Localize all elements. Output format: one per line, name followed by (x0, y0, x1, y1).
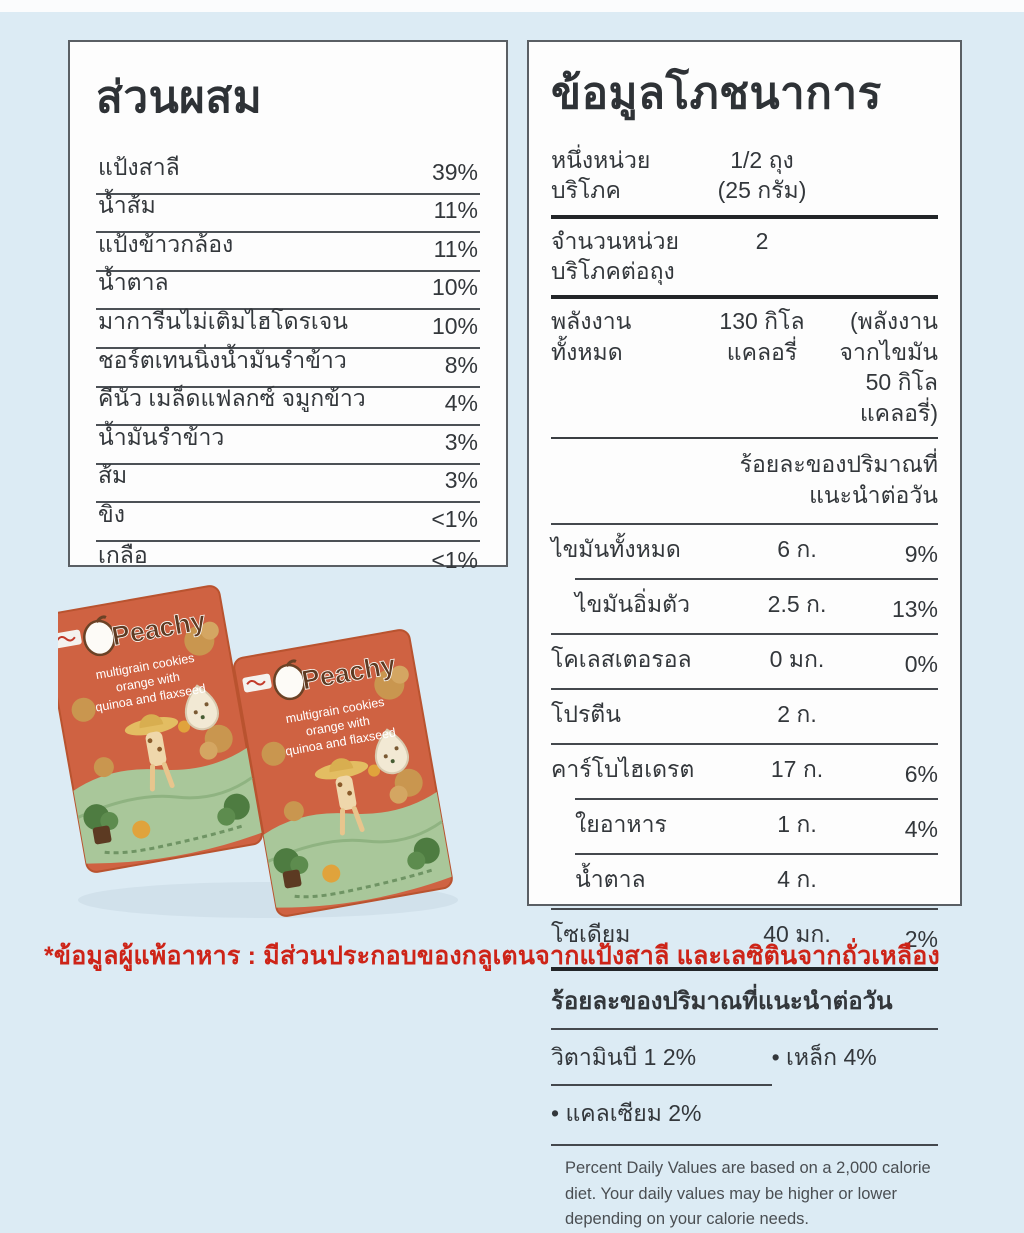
ingredient-row: ส้ม 3% (96, 462, 480, 504)
nutrient-row-sugar: น้ำตาล 4 ก. (551, 852, 938, 908)
nutrient-row-cholesterol: โคเลสเตอรอล 0 มก. 0% (551, 632, 938, 688)
ingredient-name: ขิง (98, 500, 125, 527)
servings-per-bag-label: จำนวนหน่วย บริโภคต่อถุง (551, 227, 680, 285)
ingredient-row: ขิง <1% (96, 501, 480, 542)
nutrient-row-sodium: โซเดียม 40 มก. 2% (551, 907, 938, 971)
ingredient-value: <1% (431, 505, 478, 532)
dv-calcium: • แคลเซียม 2% (551, 1099, 702, 1126)
ingredient-row: เกลือ <1% (96, 542, 480, 581)
dv-vitamin-b1: วิตามินบี 1 2% (551, 1043, 697, 1070)
dv-iron: • เหล็ก 4% (771, 1043, 877, 1070)
nutrient-row-protein: โปรตีน 2 ก. (551, 687, 938, 743)
nutrient-row-total-fat: ไขมันทั้งหมด 6 ก. 9% (551, 522, 938, 578)
ingredients-table: แป้งสาลี 39% น้ำส้ม 11% แป้งข้าวกล้อง 11… (96, 154, 480, 581)
ingredient-value: 4% (444, 390, 478, 417)
ingredient-name: น้ำส้ม (98, 192, 156, 219)
ingredient-value: <1% (431, 546, 478, 573)
energy-row: พลังงาน ทั้งหมด 130 กิโล แคลอรี่ (พลังงา… (551, 299, 939, 439)
ingredients-title: ส่วนผสม (96, 73, 263, 122)
ingredient-row: น้ำส้ม 11% (96, 192, 480, 234)
top-white-strip (0, 0, 1024, 12)
energy-value: 130 กิโล แคลอรี่ (719, 308, 805, 365)
ingredient-name: น้ำมันรำข้าว (98, 423, 225, 450)
ingredient-name: คีนัว เมล็ดแฟลกซ์ จมูกข้าว (98, 385, 366, 412)
ingredient-name: น้ำตาล (98, 269, 169, 296)
nutrition-title: ข้อมูลโภชนาการ (551, 69, 882, 118)
ingredient-value: 11% (433, 197, 478, 224)
ingredient-row: มาการีนไม่เติมไฮโดรเจน 10% (96, 308, 480, 349)
ingredient-name: ชอร์ตเทนนิ่งน้ำมันรำข้าว (98, 346, 347, 373)
daily-value-note: ร้อยละของปริมาณที่ แนะนำต่อวัน (739, 450, 938, 508)
ingredient-value: 10% (431, 274, 478, 301)
nutrient-row-carbohydrate: คาร์โบไฮเดรต 17 ก. 6% (551, 742, 938, 798)
energy-label: พลังงาน ทั้งหมด (551, 308, 632, 365)
ingredient-value: 39% (431, 158, 478, 185)
nutrient-row-saturated-fat: ไขมันอิ่มตัว 2.5 ก. 13% (551, 577, 938, 633)
dv-row-vitamin-iron: วิตามินบี 1 2% • เหล็ก 4% (551, 1030, 938, 1084)
serving-size-label: หนึ่งหน่วย บริโภค (551, 147, 651, 204)
ingredient-row: น้ำตาล 10% (96, 269, 480, 311)
ingredient-value: 3% (444, 428, 478, 455)
ingredient-value: 10% (431, 312, 478, 339)
nutrients-table: ไขมันทั้งหมด 6 ก. 9% ไขมันอิ่มตัว 2.5 ก.… (551, 522, 938, 971)
dv-section-header: ร้อยละของปริมาณที่แนะนำต่อวัน (551, 971, 938, 1030)
ingredients-panel: ส่วนผสม แป้งสาลี 39% น้ำส้ม 11% แป้งข้าว… (68, 40, 508, 573)
ingredient-name: แป้งข้าวกล้อง (98, 230, 234, 257)
daily-values-footnote: Percent Daily Values are based on a 2,00… (551, 1143, 938, 1233)
snack-packet-front: Peachy multigrain cookies orange with qu… (233, 629, 454, 918)
nutrition-panel: ข้อมูลโภชนาการ หนึ่งหน่วย บริโภค 1/2 ถุง… (527, 40, 962, 1228)
nutrient-row-fiber: ใยอาหาร 1 ก. 4% (551, 797, 938, 853)
energy-from-fat-note: (พลังงานจากไขมัน 50 กิโลแคลอรี่) (839, 308, 939, 426)
serving-size-row: หนึ่งหน่วย บริโภค 1/2 ถุง (25 กรัม) (551, 138, 938, 219)
ingredient-value: 3% (444, 467, 478, 494)
ingredient-row: แป้งสาลี 39% (96, 154, 480, 195)
allergen-note: *ข้อมูลผู้แพ้อาหาร : มีส่วนประกอบของกลูเ… (44, 942, 940, 970)
product-packets-illustration: Peachy multigrain cookies orange with qu… (58, 578, 458, 926)
ingredient-row: น้ำมันรำข้าว 3% (96, 424, 480, 465)
ingredient-name: มาการีนไม่เติมไฮโดรเจน (98, 307, 348, 334)
snack-packet-back: Peachy multigrain cookies orange with qu… (58, 585, 263, 874)
ingredient-name: ส้ม (98, 462, 128, 489)
ingredient-row: แป้งข้าวกล้อง 11% (96, 231, 480, 272)
ingredient-value: 8% (444, 351, 478, 378)
servings-per-bag-row: จำนวนหน่วย บริโภคต่อถุง 2 (551, 219, 938, 300)
ingredient-row: ชอร์ตเทนนิ่งน้ำมันรำข้าว 8% (96, 347, 480, 388)
servings-per-bag-value: 2 (755, 227, 769, 254)
ingredient-row: คีนัว เมล็ดแฟลกซ์ จมูกข้าว 4% (96, 385, 480, 427)
ingredient-name: แป้งสาลี (98, 153, 180, 180)
ingredient-value: 11% (433, 235, 478, 262)
ingredient-name: เกลือ (98, 541, 148, 568)
product-image: Peachy multigrain cookies orange with qu… (58, 578, 482, 926)
serving-size-value: 1/2 ถุง (25 กรัม) (717, 147, 807, 204)
